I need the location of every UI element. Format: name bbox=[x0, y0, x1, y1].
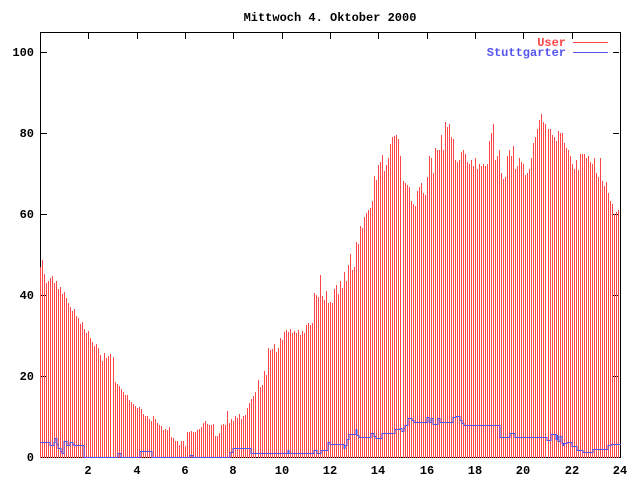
svg-text:Mittwoch 4. Oktober 2000: Mittwoch 4. Oktober 2000 bbox=[244, 11, 417, 25]
svg-text:10: 10 bbox=[275, 464, 289, 478]
svg-text:4: 4 bbox=[133, 464, 140, 478]
svg-text:12: 12 bbox=[323, 464, 337, 478]
svg-text:6: 6 bbox=[181, 464, 188, 478]
svg-text:8: 8 bbox=[229, 464, 236, 478]
svg-text:2: 2 bbox=[84, 464, 91, 478]
svg-text:22: 22 bbox=[565, 464, 579, 478]
svg-text:0: 0 bbox=[27, 451, 34, 465]
svg-text:Stuttgarter: Stuttgarter bbox=[487, 46, 566, 60]
svg-text:18: 18 bbox=[468, 464, 482, 478]
svg-text:60: 60 bbox=[20, 208, 34, 222]
svg-text:User: User bbox=[537, 36, 566, 50]
svg-text:16: 16 bbox=[420, 464, 434, 478]
svg-text:80: 80 bbox=[20, 127, 34, 141]
svg-text:14: 14 bbox=[371, 464, 385, 478]
svg-text:20: 20 bbox=[516, 464, 530, 478]
svg-text:40: 40 bbox=[20, 289, 34, 303]
svg-text:24: 24 bbox=[613, 464, 627, 478]
svg-text:20: 20 bbox=[20, 370, 34, 384]
svg-text:100: 100 bbox=[12, 46, 34, 60]
